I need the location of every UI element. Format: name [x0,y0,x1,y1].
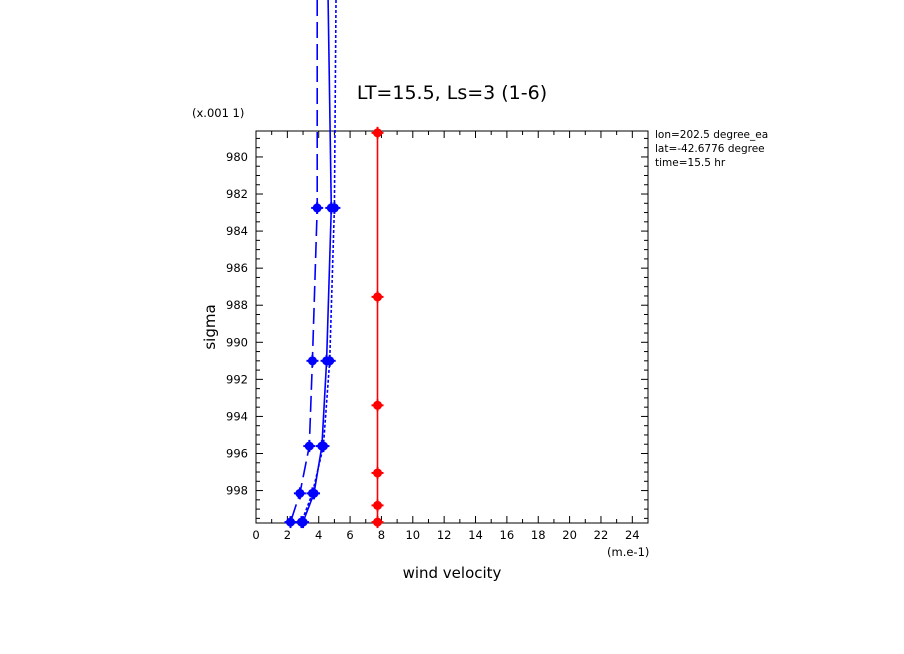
series-2 [295,0,341,529]
x-tick-label: 18 [531,528,546,542]
x-tick-label: 2 [284,528,291,542]
y-tick-label: 984 [226,224,248,238]
x-tick-label: 4 [315,528,322,542]
series-line [300,0,337,523]
x-axis-label: wind velocity [403,564,502,582]
y-tick-label: 990 [226,335,248,349]
x-tick-label: 6 [346,528,353,542]
y-axis-label: sigma [201,304,219,349]
x-tick-label: 12 [437,528,452,542]
y-tick-label: 982 [226,187,248,201]
x-tick-label: 0 [252,528,259,542]
y-tick-label: 996 [226,446,248,460]
y-tick-label: 986 [226,261,248,275]
x-tick-label: 16 [500,528,515,542]
x-tick-label: 10 [405,528,420,542]
y-tick-label: 980 [226,150,248,164]
series-line [289,0,318,523]
y-tick-label: 994 [226,409,248,423]
series-3 [371,126,384,529]
x-tick-label: 22 [594,528,609,542]
x-tick-label: 24 [625,528,640,542]
y-tick-label: 992 [226,372,248,386]
plot-frame [255,130,649,524]
axis-ticks: 0 2 4 6 8 10 12 14 16 18 20 22 249809829849869889909… [226,131,649,542]
annotation-lon: lon=202.5 degree_ea [655,129,768,141]
chart-title: LT=15.5, Ls=3 (1-6) [357,82,547,104]
y-tick-label: 988 [226,298,248,312]
annotation-time: time=15.5 hr [655,157,726,169]
series-0 [284,0,324,529]
x-tick-label: 20 [562,528,577,542]
y-tick-label: 998 [226,484,248,498]
series-layer [284,0,384,529]
y-scale-label: (x.001 1) [192,106,244,120]
x-tick-label: 14 [468,528,483,542]
x-scale-label: (m.e-1) [607,545,649,559]
x-tick-label: 8 [378,528,385,542]
annotation-lat: lat=-42.6776 degree [655,143,765,155]
